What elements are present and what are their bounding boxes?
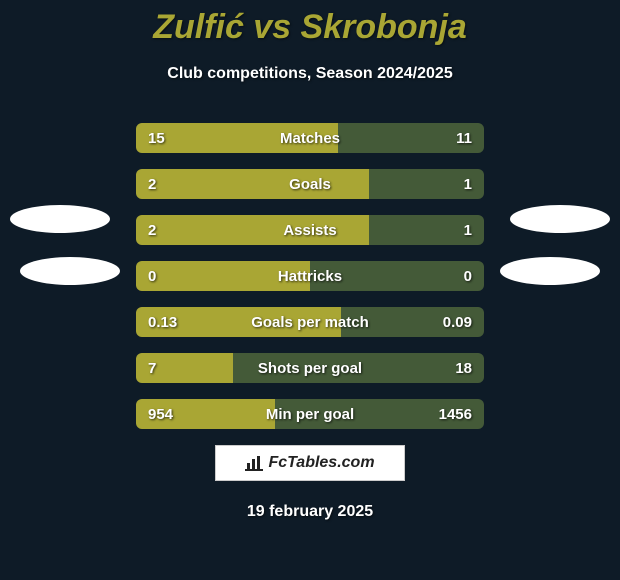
player-right-badge [510, 205, 610, 233]
brand-text: FcTables.com [268, 454, 374, 472]
stat-label: Hattricks [136, 261, 484, 291]
stat-label: Matches [136, 123, 484, 153]
chart-icon [245, 455, 263, 471]
player-left-badge-2 [20, 257, 120, 285]
player-left-badge [10, 205, 110, 233]
stat-label: Goals [136, 169, 484, 199]
page-title: Zulfić vs Skrobonja [0, 0, 620, 47]
stat-label: Goals per match [136, 307, 484, 337]
subtitle: Club competitions, Season 2024/2025 [0, 65, 620, 83]
player-right-badge-2 [500, 257, 600, 285]
stat-row: 00Hattricks [136, 261, 484, 291]
date-label: 19 february 2025 [0, 503, 620, 521]
stat-label: Assists [136, 215, 484, 245]
stat-row: 21Goals [136, 169, 484, 199]
brand-logo: FcTables.com [215, 445, 405, 481]
stat-row: 21Assists [136, 215, 484, 245]
stat-row: 0.130.09Goals per match [136, 307, 484, 337]
stat-row: 9541456Min per goal [136, 399, 484, 429]
stat-label: Shots per goal [136, 353, 484, 383]
stat-row: 718Shots per goal [136, 353, 484, 383]
stat-row: 1511Matches [136, 123, 484, 153]
stat-label: Min per goal [136, 399, 484, 429]
